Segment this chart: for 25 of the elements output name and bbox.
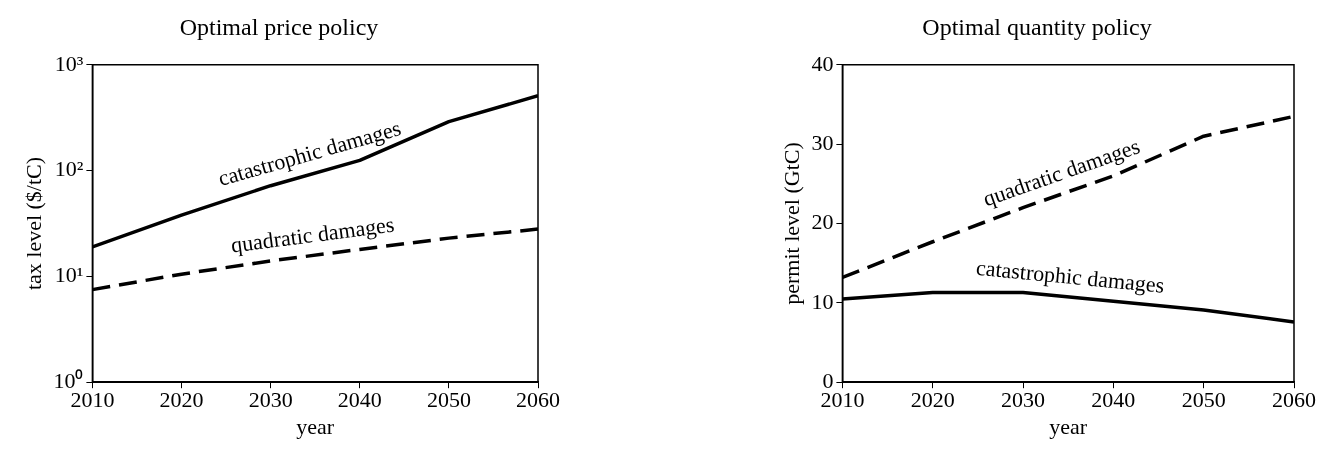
x-tick-label: 2040 [1091,387,1136,413]
x-tick-label: 2060 [1272,387,1316,413]
x-axis-title: year [296,413,335,439]
x-tick-label: 2050 [1181,387,1226,413]
x-tick-label: 2060 [516,387,560,413]
y-tick-label: 40 [811,50,834,76]
x-tick-label: 2030 [1001,387,1046,413]
y-axis-title: permit level (GtC) [778,142,804,305]
y-tick-label: 10 [811,288,834,314]
x-tick-label: 2050 [426,387,471,413]
text: catastrophic damages [975,254,1166,298]
x-tick-label: 2030 [248,387,293,413]
x-tick-label: 2040 [337,387,382,413]
y-axis-title: tax level ($/tC) [20,156,46,291]
y-tick-label: 10² [54,156,84,182]
x-tick-label: 2020 [159,387,204,413]
x-axis-title: year [1049,413,1088,439]
y-tick-label: 10³ [54,50,84,76]
y-tick-label: 20 [811,209,834,235]
y-tick-label: 10¹ [54,262,84,288]
y-tick-label: 30 [811,129,834,155]
x-tick-label: 2020 [910,387,955,413]
text: quadratic damages [229,211,396,258]
chart-title: Optimal price policy [179,13,379,40]
chart-title: Optimal quantity policy [922,13,1152,40]
